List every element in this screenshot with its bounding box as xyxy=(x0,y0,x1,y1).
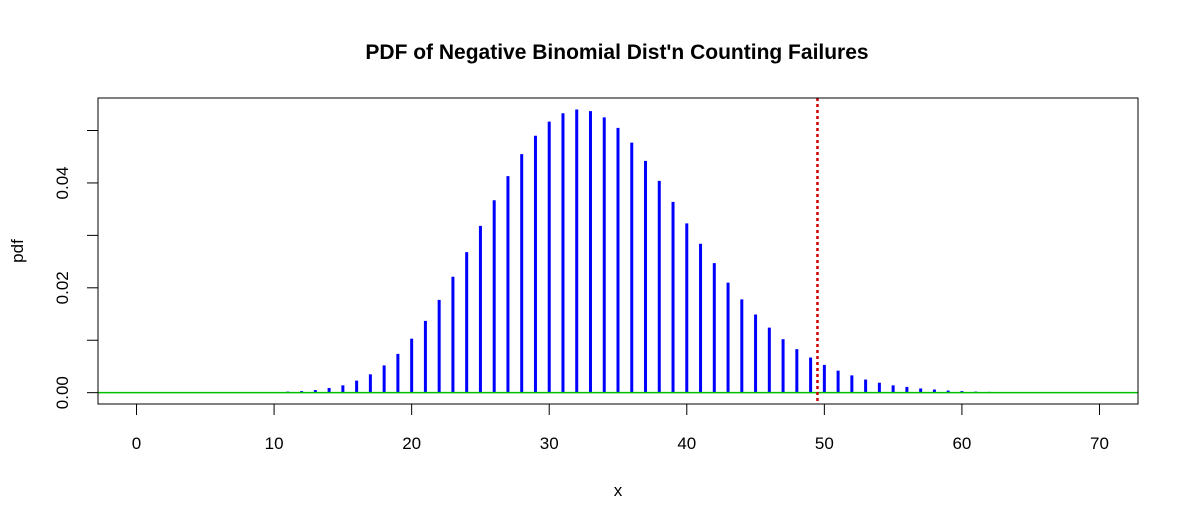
y-tick-label-0: 0.00 xyxy=(53,376,72,409)
y-tick-label-0.02: 0.02 xyxy=(53,271,72,304)
y-axis-label: pdf xyxy=(8,239,27,263)
x-axis-label: x xyxy=(614,481,623,500)
x-tick-label-30: 30 xyxy=(540,434,559,453)
y-axis: 0.00 0.02 0.04 xyxy=(53,130,99,409)
x-tick-label-50: 50 xyxy=(815,434,834,453)
x-tick-label-40: 40 xyxy=(677,434,696,453)
chart-title: PDF of Negative Binomial Dist'n Counting… xyxy=(365,41,868,64)
bars-group xyxy=(272,109,1101,393)
x-tick-label-0: 0 xyxy=(132,434,141,453)
x-axis: 0 10 20 30 40 50 60 70 xyxy=(132,403,1109,453)
x-tick-label-60: 60 xyxy=(952,434,971,453)
x-tick-label-70: 70 xyxy=(1090,434,1109,453)
x-tick-label-10: 10 xyxy=(265,434,284,453)
y-tick-label-0.04: 0.04 xyxy=(53,166,72,199)
x-tick-label-20: 20 xyxy=(402,434,421,453)
